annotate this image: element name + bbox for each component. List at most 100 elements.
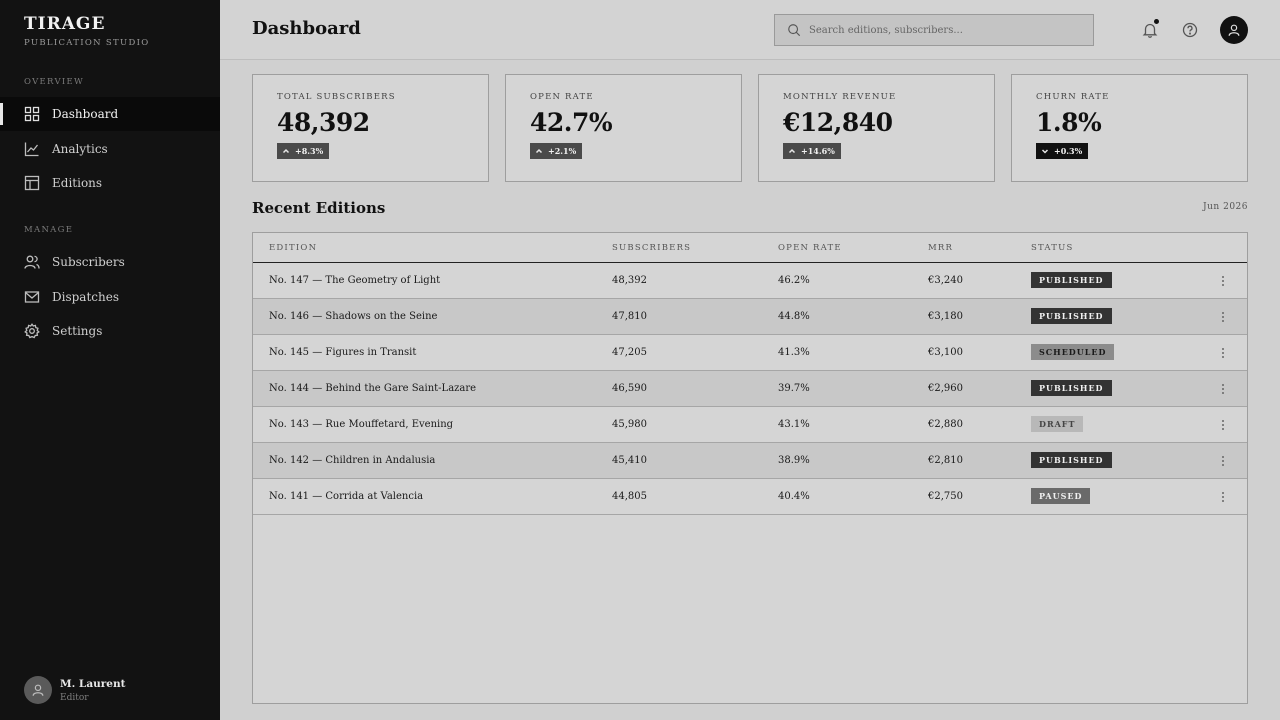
help-button[interactable]	[1180, 20, 1200, 40]
sidebar-item-subscribers[interactable]: Subscribers	[0, 245, 220, 279]
user-name: M. Laurent	[60, 677, 126, 690]
row-menu-button[interactable]	[1215, 417, 1231, 433]
more-vertical-icon	[1222, 456, 1224, 466]
sidebar-item-label: Analytics	[52, 142, 108, 156]
chevron-up-icon	[535, 148, 543, 154]
column-header-open-rate[interactable]: OPEN RATE	[778, 243, 842, 253]
mrr-cell: €2,810	[928, 455, 963, 466]
sidebar-item-dispatches[interactable]: Dispatches	[0, 280, 220, 314]
subscribers-cell: 46,590	[612, 383, 647, 394]
open-rate-cell: 41.3%	[778, 347, 810, 358]
sidebar-item-editions[interactable]: Editions	[0, 166, 220, 200]
subscribers-cell: 47,205	[612, 347, 647, 358]
user-profile[interactable]: M. Laurent Editor	[24, 676, 125, 704]
section-label-overview: OVERVIEW	[24, 77, 85, 87]
sidebar-item-dashboard[interactable]: Dashboard	[0, 97, 220, 131]
more-vertical-icon	[1222, 492, 1224, 502]
status-badge: PAUSED	[1031, 488, 1091, 504]
column-header-mrr[interactable]: MRR	[928, 243, 954, 253]
brand-title: TIRAGE	[24, 14, 106, 34]
more-vertical-icon	[1222, 312, 1224, 322]
stat-value: €12,840	[783, 108, 893, 137]
edition-title: No. 141 — Corrida at Valencia	[269, 491, 424, 502]
table-row[interactable]: No. 144 — Behind the Gare Saint-Lazare 4…	[253, 371, 1247, 407]
table-row[interactable]: No. 142 — Children in Andalusia 45,410 3…	[253, 443, 1247, 479]
open-rate-cell: 43.1%	[778, 419, 810, 430]
stat-card-churn: CHURN RATE 1.8% +0.3%	[1011, 74, 1248, 182]
mrr-cell: €2,880	[928, 419, 963, 430]
subscribers-cell: 45,980	[612, 419, 647, 430]
brand: TIRAGE PUBLICATION STUDIO	[24, 14, 150, 48]
mrr-cell: €2,750	[928, 491, 963, 502]
edition-title: No. 146 — Shadows on the Seine	[269, 311, 438, 322]
stat-change: +8.3%	[295, 146, 324, 156]
sidebar-item-label: Dispatches	[52, 290, 119, 304]
stat-label: CHURN RATE	[1036, 92, 1110, 102]
stat-value: 48,392	[277, 108, 370, 137]
brand-subtitle: PUBLICATION STUDIO	[24, 38, 150, 48]
stat-label: TOTAL SUBSCRIBERS	[277, 92, 396, 102]
row-menu-button[interactable]	[1215, 381, 1231, 397]
row-menu-button[interactable]	[1215, 489, 1231, 505]
chevron-up-icon	[282, 148, 290, 154]
mrr-cell: €3,180	[928, 311, 963, 322]
stat-value: 1.8%	[1036, 108, 1102, 137]
avatar	[24, 676, 52, 704]
row-menu-button[interactable]	[1215, 309, 1231, 325]
column-header-subscribers[interactable]: SUBSCRIBERS	[612, 243, 692, 253]
stat-change: +2.1%	[548, 146, 577, 156]
account-avatar-button[interactable]	[1220, 16, 1248, 44]
edition-title: No. 142 — Children in Andalusia	[269, 455, 436, 466]
stat-change-badge: +0.3%	[1036, 143, 1089, 159]
editions-table: EDITION SUBSCRIBERS OPEN RATE MRR STATUS…	[252, 232, 1248, 704]
stat-label: MONTHLY REVENUE	[783, 92, 897, 102]
table-row[interactable]: No. 147 — The Geometry of Light 48,392 4…	[253, 263, 1247, 299]
table-row[interactable]: No. 143 — Rue Mouffetard, Evening 45,980…	[253, 407, 1247, 443]
column-header-status[interactable]: STATUS	[1031, 243, 1074, 253]
users-icon	[24, 254, 40, 270]
search-input[interactable]	[809, 24, 1079, 36]
sidebar-item-settings[interactable]: Settings	[0, 314, 220, 348]
status-badge: PUBLISHED	[1031, 272, 1112, 288]
open-rate-cell: 38.9%	[778, 455, 810, 466]
sidebar-item-label: Subscribers	[52, 255, 125, 269]
notification-dot	[1154, 19, 1159, 24]
status-badge: PUBLISHED	[1031, 452, 1112, 468]
stat-card-open-rate: OPEN RATE 42.7% +2.1%	[505, 74, 742, 182]
stat-change-badge: +8.3%	[277, 143, 330, 159]
more-vertical-icon	[1222, 276, 1224, 286]
more-vertical-icon	[1222, 384, 1224, 394]
row-menu-button[interactable]	[1215, 453, 1231, 469]
user-icon	[1228, 24, 1240, 36]
grid-icon	[24, 106, 40, 122]
layout-icon	[24, 175, 40, 191]
page-title: Dashboard	[252, 18, 361, 39]
open-rate-cell: 44.8%	[778, 311, 810, 322]
subscribers-cell: 45,410	[612, 455, 647, 466]
mail-icon	[24, 289, 40, 305]
stat-card-subscribers: TOTAL SUBSCRIBERS 48,392 +8.3%	[252, 74, 489, 182]
edition-title: No. 143 — Rue Mouffetard, Evening	[269, 419, 454, 430]
sidebar: TIRAGE PUBLICATION STUDIO OVERVIEW Dashb…	[0, 0, 220, 720]
table-row[interactable]: No. 146 — Shadows on the Seine 47,810 44…	[253, 299, 1247, 335]
section-date: Jun 2026	[1203, 202, 1248, 212]
search-box[interactable]	[774, 14, 1094, 46]
table-row[interactable]: No. 141 — Corrida at Valencia 44,805 40.…	[253, 479, 1247, 515]
row-menu-button[interactable]	[1215, 345, 1231, 361]
notifications-button[interactable]	[1140, 19, 1160, 40]
section-title: Recent Editions	[252, 199, 386, 217]
header: Dashboard	[220, 0, 1280, 60]
mrr-cell: €2,960	[928, 383, 963, 394]
subscribers-cell: 47,810	[612, 311, 647, 322]
sidebar-item-analytics[interactable]: Analytics	[0, 132, 220, 166]
status-badge: SCHEDULED	[1031, 344, 1115, 360]
edition-title: No. 145 — Figures in Transit	[269, 347, 417, 358]
stat-value: 42.7%	[530, 108, 613, 137]
edition-title: No. 144 — Behind the Gare Saint-Lazare	[269, 383, 477, 394]
column-header-edition[interactable]: EDITION	[269, 243, 318, 253]
chevron-up-icon	[788, 148, 796, 154]
table-row[interactable]: No. 145 — Figures in Transit 47,205 41.3…	[253, 335, 1247, 371]
row-menu-button[interactable]	[1215, 273, 1231, 289]
chart-line-icon	[24, 141, 40, 157]
status-badge: DRAFT	[1031, 416, 1084, 432]
